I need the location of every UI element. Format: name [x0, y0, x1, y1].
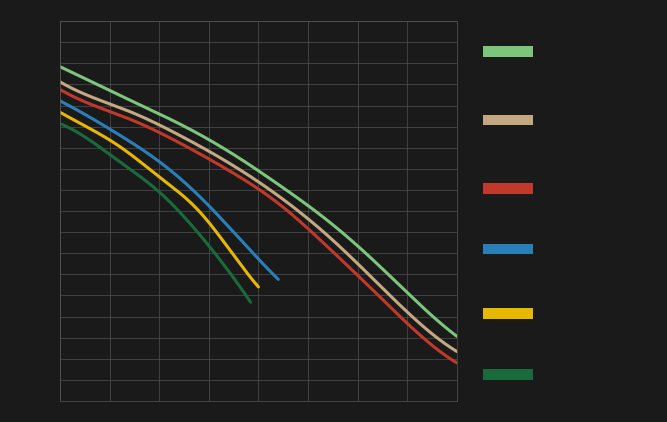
Bar — [483, 243, 533, 254]
Bar — [483, 114, 533, 125]
Bar — [483, 183, 533, 194]
Bar — [483, 46, 533, 57]
Bar — [483, 308, 533, 319]
Bar — [483, 369, 533, 380]
